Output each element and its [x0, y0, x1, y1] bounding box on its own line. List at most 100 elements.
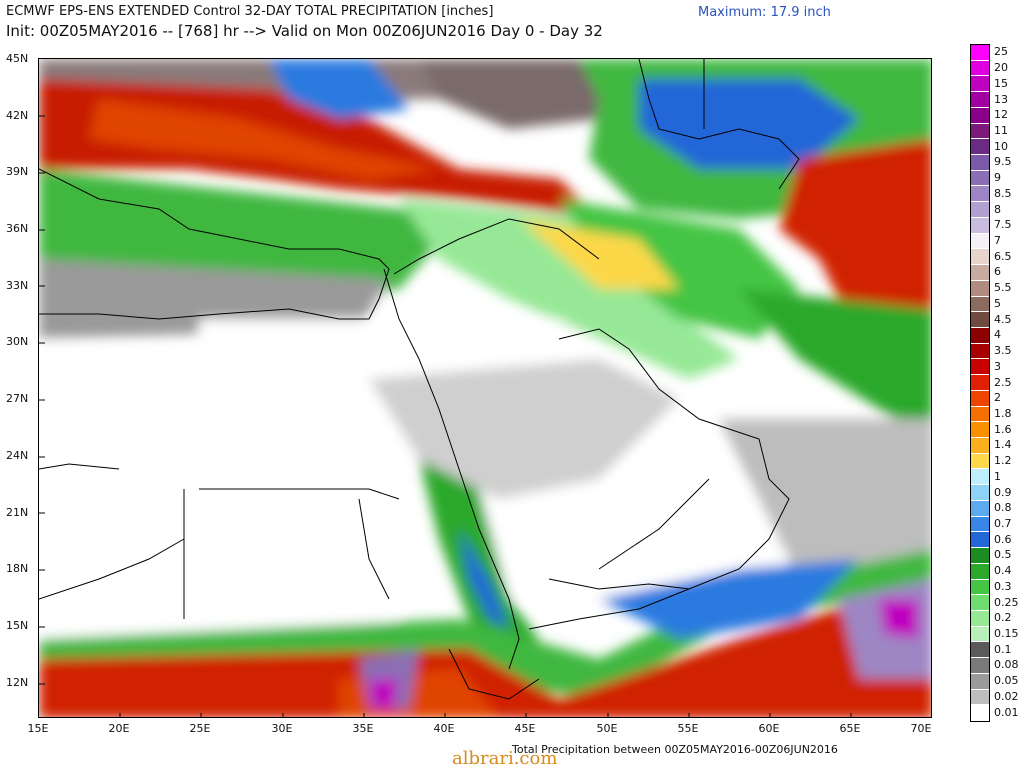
colorbar-label: 0.6 — [994, 532, 1012, 546]
colorbar-cell — [971, 642, 989, 659]
lat-label: 12N — [6, 676, 29, 689]
footer-caption: Total Precipitation between 00Z05MAY2016… — [512, 743, 838, 756]
colorbar-label: 0.25 — [994, 595, 1019, 609]
colorbar-cell — [971, 406, 989, 423]
colorbar — [970, 44, 990, 722]
colorbar-cell — [971, 673, 989, 690]
colorbar-cell — [971, 359, 989, 376]
lat-label: 30N — [6, 335, 29, 348]
colorbar-label: 5 — [994, 296, 1001, 310]
lat-label: 21N — [6, 506, 29, 519]
colorbar-label: 13 — [994, 92, 1008, 106]
lon-label: 65E — [839, 722, 861, 735]
colorbar-label: 2.5 — [994, 375, 1012, 389]
colorbar-label: 12 — [994, 108, 1008, 122]
colorbar-cell — [971, 689, 989, 706]
colorbar-cell — [971, 595, 989, 611]
colorbar-label: 1.8 — [994, 406, 1012, 420]
colorbar-cell — [971, 312, 989, 328]
colorbar-label: 4.5 — [994, 312, 1012, 326]
colorbar-cell — [971, 155, 989, 171]
lat-label: 15N — [6, 619, 29, 632]
colorbar-label: 1 — [994, 469, 1001, 483]
colorbar-cell — [971, 217, 989, 234]
colorbar-cell — [971, 107, 989, 124]
colorbar-label: 25 — [994, 45, 1008, 59]
lat-label: 36N — [6, 222, 29, 235]
colorbar-label: 0.8 — [994, 501, 1012, 515]
colorbar-cell — [971, 500, 989, 517]
coastlines — [39, 59, 800, 700]
colorbar-cell — [971, 390, 989, 407]
colorbar-cell — [971, 233, 989, 250]
precipitation-field — [39, 59, 931, 717]
colorbar-label: 1.4 — [994, 438, 1012, 452]
colorbar-cell — [971, 548, 989, 564]
colorbar-cell — [971, 579, 989, 596]
lon-label: 50E — [596, 722, 618, 735]
colorbar-label: 0.5 — [994, 548, 1012, 562]
colorbar-cell — [971, 485, 989, 501]
colorbar-label: 0.05 — [994, 674, 1019, 688]
colorbar-label: 0.02 — [994, 689, 1019, 703]
colorbar-label: 20 — [994, 61, 1008, 75]
colorbar-cell — [971, 139, 989, 156]
maximum-label: Maximum: 17.9 inch — [698, 5, 831, 20]
colorbar-label: 9 — [994, 171, 1001, 185]
colorbar-cell — [971, 123, 989, 140]
colorbar-cell — [971, 280, 989, 297]
colorbar-label: 6 — [994, 265, 1001, 279]
colorbar-cell — [971, 469, 989, 486]
lat-label: 39N — [6, 165, 29, 178]
colorbar-label: 11 — [994, 123, 1008, 137]
colorbar-label: 4 — [994, 328, 1001, 342]
colorbar-label: 0.7 — [994, 516, 1012, 530]
colorbar-label: 6.5 — [994, 249, 1012, 263]
map-canvas — [39, 59, 931, 717]
precipitation-map — [38, 58, 932, 718]
colorbar-label: 3 — [994, 359, 1001, 373]
colorbar-cell — [971, 532, 989, 549]
colorbar-cell — [971, 45, 989, 61]
colorbar-label: 0.15 — [994, 627, 1019, 641]
colorbar-cell — [971, 249, 989, 266]
lon-label: 40E — [433, 722, 455, 735]
graticule-ticks — [39, 115, 852, 717]
colorbar-label: 10 — [994, 139, 1008, 153]
colorbar-label: 5.5 — [994, 281, 1012, 295]
colorbar-label: 2 — [994, 391, 1001, 405]
colorbar-cell — [971, 453, 989, 470]
lon-label: 55E — [677, 722, 699, 735]
lon-label: 45E — [514, 722, 536, 735]
lon-label: 70E — [910, 722, 932, 735]
colorbar-cell — [971, 186, 989, 203]
colorbar-cell — [971, 563, 989, 580]
colorbar-cell — [971, 516, 989, 533]
colorbar-label: 8 — [994, 202, 1001, 216]
colorbar-label: 7.5 — [994, 218, 1012, 232]
colorbar-cell — [971, 705, 989, 721]
colorbar-label: 0.4 — [994, 564, 1012, 578]
colorbar-label: 3.5 — [994, 344, 1012, 358]
colorbar-cell — [971, 327, 989, 344]
lat-label: 18N — [6, 562, 29, 575]
colorbar-cell — [971, 76, 989, 93]
colorbar-cell — [971, 610, 989, 627]
chart-title: ECMWF EPS-ENS EXTENDED Control 32-DAY TO… — [6, 4, 494, 19]
lon-label: 20E — [108, 722, 130, 735]
lat-label: 42N — [6, 109, 29, 122]
lon-label: 15E — [27, 722, 49, 735]
colorbar-cell — [971, 438, 989, 454]
colorbar-label: 0.3 — [994, 579, 1012, 593]
lat-label: 33N — [6, 279, 29, 292]
colorbar-label: 0.1 — [994, 642, 1012, 656]
colorbar-label: 7 — [994, 234, 1001, 247]
colorbar-cell — [971, 170, 989, 187]
colorbar-cell — [971, 658, 989, 674]
colorbar-label: 0.9 — [994, 485, 1012, 499]
colorbar-label: 9.5 — [994, 155, 1012, 169]
colorbar-label: 15 — [994, 76, 1008, 90]
colorbar-cell — [971, 296, 989, 313]
lon-label: 30E — [271, 722, 293, 735]
colorbar-cell — [971, 265, 989, 281]
